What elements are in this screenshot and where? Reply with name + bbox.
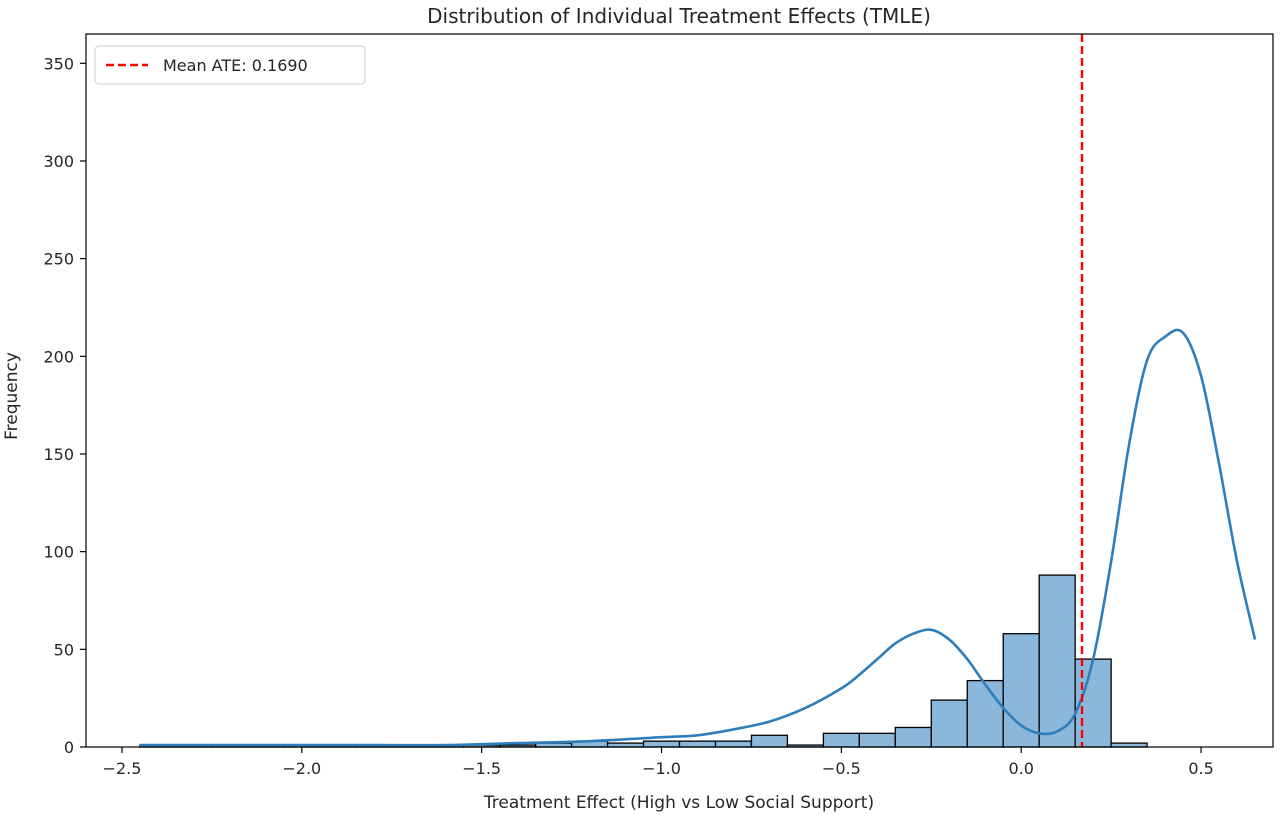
y-tick-label: 100	[43, 543, 74, 562]
x-axis: −2.5 −2.0 −1.5 −1.0 −0.5 0.0 0.5	[103, 747, 1214, 778]
x-tick-label: −1.5	[462, 759, 501, 778]
y-tick-label: 0	[64, 738, 74, 757]
histogram-bar	[642, 740, 681, 748]
histogram-bars	[139, 574, 1148, 748]
kde-curve-layer	[139, 328, 1257, 747]
histogram-bar	[1002, 633, 1040, 748]
x-tick-label: −2.5	[103, 759, 142, 778]
kde-curve	[139, 328, 1257, 747]
histogram-bar	[858, 732, 896, 748]
y-tick-label: 250	[43, 250, 74, 269]
y-axis-label: Frequency	[2, 352, 22, 440]
y-tick-label: 150	[43, 445, 74, 464]
histogram-bar	[966, 679, 1004, 748]
legend: Mean ATE: 0.1690	[94, 45, 366, 85]
chart-title: Distribution of Individual Treatment Eff…	[427, 4, 931, 28]
histogram-bar	[678, 740, 717, 748]
x-axis-label: Treatment Effect (High vs Low Social Sup…	[483, 793, 874, 813]
y-tick-label: 350	[43, 54, 74, 73]
x-tick-label: 0.0	[1008, 759, 1033, 778]
y-tick-label: 200	[43, 347, 74, 366]
histogram-bar	[1038, 574, 1076, 748]
y-axis: 0 50 100 150 200 250 300 350	[43, 54, 86, 757]
legend-entry-label: Mean ATE: 0.1690	[163, 56, 308, 75]
histogram-bar	[930, 699, 968, 748]
x-tick-label: −1.0	[642, 759, 681, 778]
histogram-bar	[750, 734, 789, 748]
x-tick-label: −2.0	[282, 759, 321, 778]
histogram-bar	[822, 732, 860, 748]
histogram-bar	[714, 740, 753, 748]
x-tick-label: −0.5	[822, 759, 861, 778]
legend-frame	[94, 45, 366, 85]
y-tick-label: 50	[54, 640, 74, 659]
plot-frame	[85, 33, 1274, 748]
x-tick-label: 0.5	[1188, 759, 1213, 778]
histogram-bar	[894, 726, 932, 748]
y-tick-label: 300	[43, 152, 74, 171]
